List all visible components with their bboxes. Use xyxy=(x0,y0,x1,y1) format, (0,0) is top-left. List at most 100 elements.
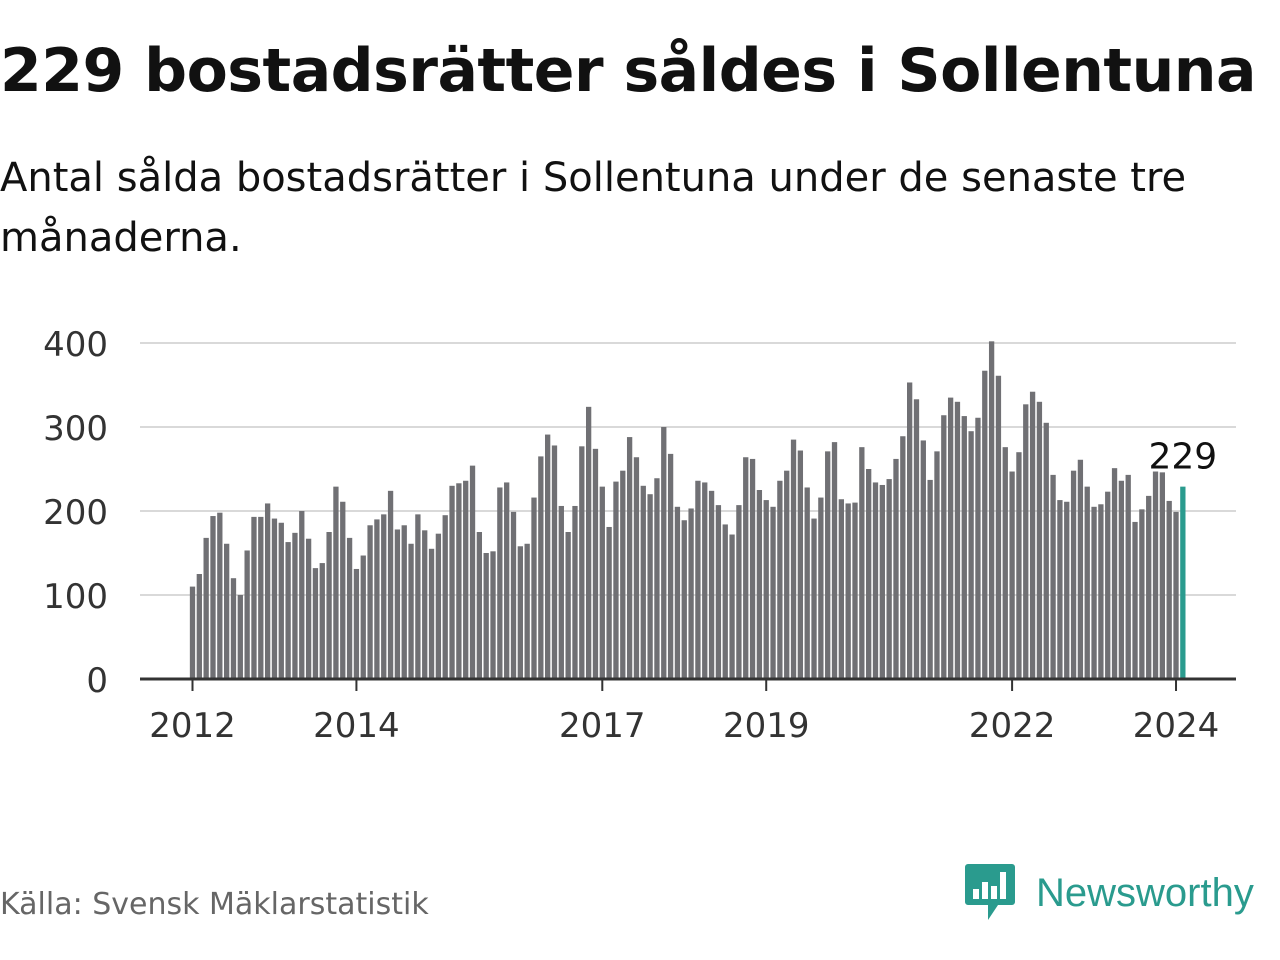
bar xyxy=(1002,447,1008,679)
bar xyxy=(1152,471,1159,679)
bar xyxy=(797,450,804,679)
bar xyxy=(524,543,530,679)
chart-title: 229 bostadsrätter såldes i Sollentuna xyxy=(0,36,1257,106)
bar xyxy=(1105,491,1111,679)
bar xyxy=(913,399,920,679)
bar xyxy=(244,550,250,679)
bar xyxy=(941,415,947,679)
bar xyxy=(633,457,640,679)
bar xyxy=(1139,509,1145,679)
bar xyxy=(654,478,660,679)
bar xyxy=(1132,521,1138,679)
bar xyxy=(606,526,612,679)
bar xyxy=(1023,404,1029,679)
bar xyxy=(715,505,722,679)
bar xyxy=(592,448,599,679)
bar xyxy=(422,530,428,679)
bar xyxy=(947,397,954,679)
bar xyxy=(312,568,319,679)
bar xyxy=(667,453,674,679)
bar xyxy=(340,501,346,679)
bar xyxy=(538,456,544,679)
bar xyxy=(1064,501,1070,679)
bar xyxy=(1070,470,1077,679)
bar xyxy=(565,532,571,679)
bar xyxy=(305,538,312,679)
bar xyxy=(189,586,196,679)
bar-chart: 0 100 200 300 400 2012 2014 2017 2019 2022 2024 229 xyxy=(43,325,1236,746)
bar xyxy=(469,465,476,679)
bar xyxy=(1036,401,1043,679)
bar xyxy=(688,508,694,679)
y-tick-label: 0 xyxy=(86,661,108,701)
bar xyxy=(1159,472,1166,679)
bar xyxy=(1029,391,1036,679)
bar xyxy=(784,470,790,679)
x-tick-label: 2024 xyxy=(1133,706,1220,746)
bar xyxy=(831,442,838,679)
bar xyxy=(907,382,913,679)
bar xyxy=(743,457,749,679)
bar xyxy=(988,341,995,679)
bar xyxy=(251,516,257,679)
bar xyxy=(804,487,810,679)
bar xyxy=(510,511,517,679)
bar xyxy=(319,563,325,679)
bar xyxy=(1009,471,1015,679)
bar xyxy=(729,534,735,679)
bar xyxy=(872,482,879,679)
highlight-value-label: 229 xyxy=(1148,437,1217,478)
bar xyxy=(893,458,899,679)
bar xyxy=(476,532,483,679)
bar xyxy=(203,537,209,679)
bar xyxy=(626,437,633,679)
bar xyxy=(551,445,558,679)
bar xyxy=(490,551,496,679)
bar xyxy=(879,484,885,679)
bar xyxy=(463,480,469,679)
bar xyxy=(818,497,824,679)
bar xyxy=(900,436,906,679)
bar xyxy=(401,525,407,679)
bar xyxy=(585,406,592,679)
newsworthy-icon xyxy=(965,864,1015,920)
bar xyxy=(995,375,1002,679)
bar xyxy=(517,546,523,679)
bar xyxy=(292,532,298,679)
bar xyxy=(1173,511,1179,679)
bar xyxy=(866,469,872,679)
bar xyxy=(920,440,926,679)
y-tick-label: 200 xyxy=(43,493,108,533)
bar xyxy=(859,447,865,679)
bar xyxy=(1016,452,1022,679)
bar xyxy=(1111,468,1118,679)
bar xyxy=(381,514,387,679)
bar xyxy=(1084,486,1090,679)
bar xyxy=(367,525,373,679)
x-tick-label: 2017 xyxy=(559,706,646,746)
bar xyxy=(661,427,667,679)
bar xyxy=(326,532,332,679)
bar xyxy=(428,548,435,679)
bar xyxy=(271,518,278,679)
bar xyxy=(1166,500,1172,679)
bar xyxy=(702,482,708,679)
bar xyxy=(299,511,305,679)
bar xyxy=(545,434,551,679)
bar xyxy=(927,479,933,679)
newsworthy-logo: Newsworthy xyxy=(964,862,1254,924)
bar xyxy=(934,451,940,679)
bar xyxy=(394,529,401,679)
bar xyxy=(736,505,742,679)
bar xyxy=(196,574,202,679)
bar xyxy=(278,522,284,679)
source-note: Källa: Svensk Mäklarstatistik xyxy=(0,887,429,922)
bar xyxy=(531,497,537,679)
bar xyxy=(333,486,339,679)
bar xyxy=(1125,474,1131,679)
bar xyxy=(497,487,503,679)
bar xyxy=(640,485,646,679)
bar xyxy=(613,481,619,679)
x-tick-label: 2019 xyxy=(723,706,810,746)
bar xyxy=(982,370,988,679)
